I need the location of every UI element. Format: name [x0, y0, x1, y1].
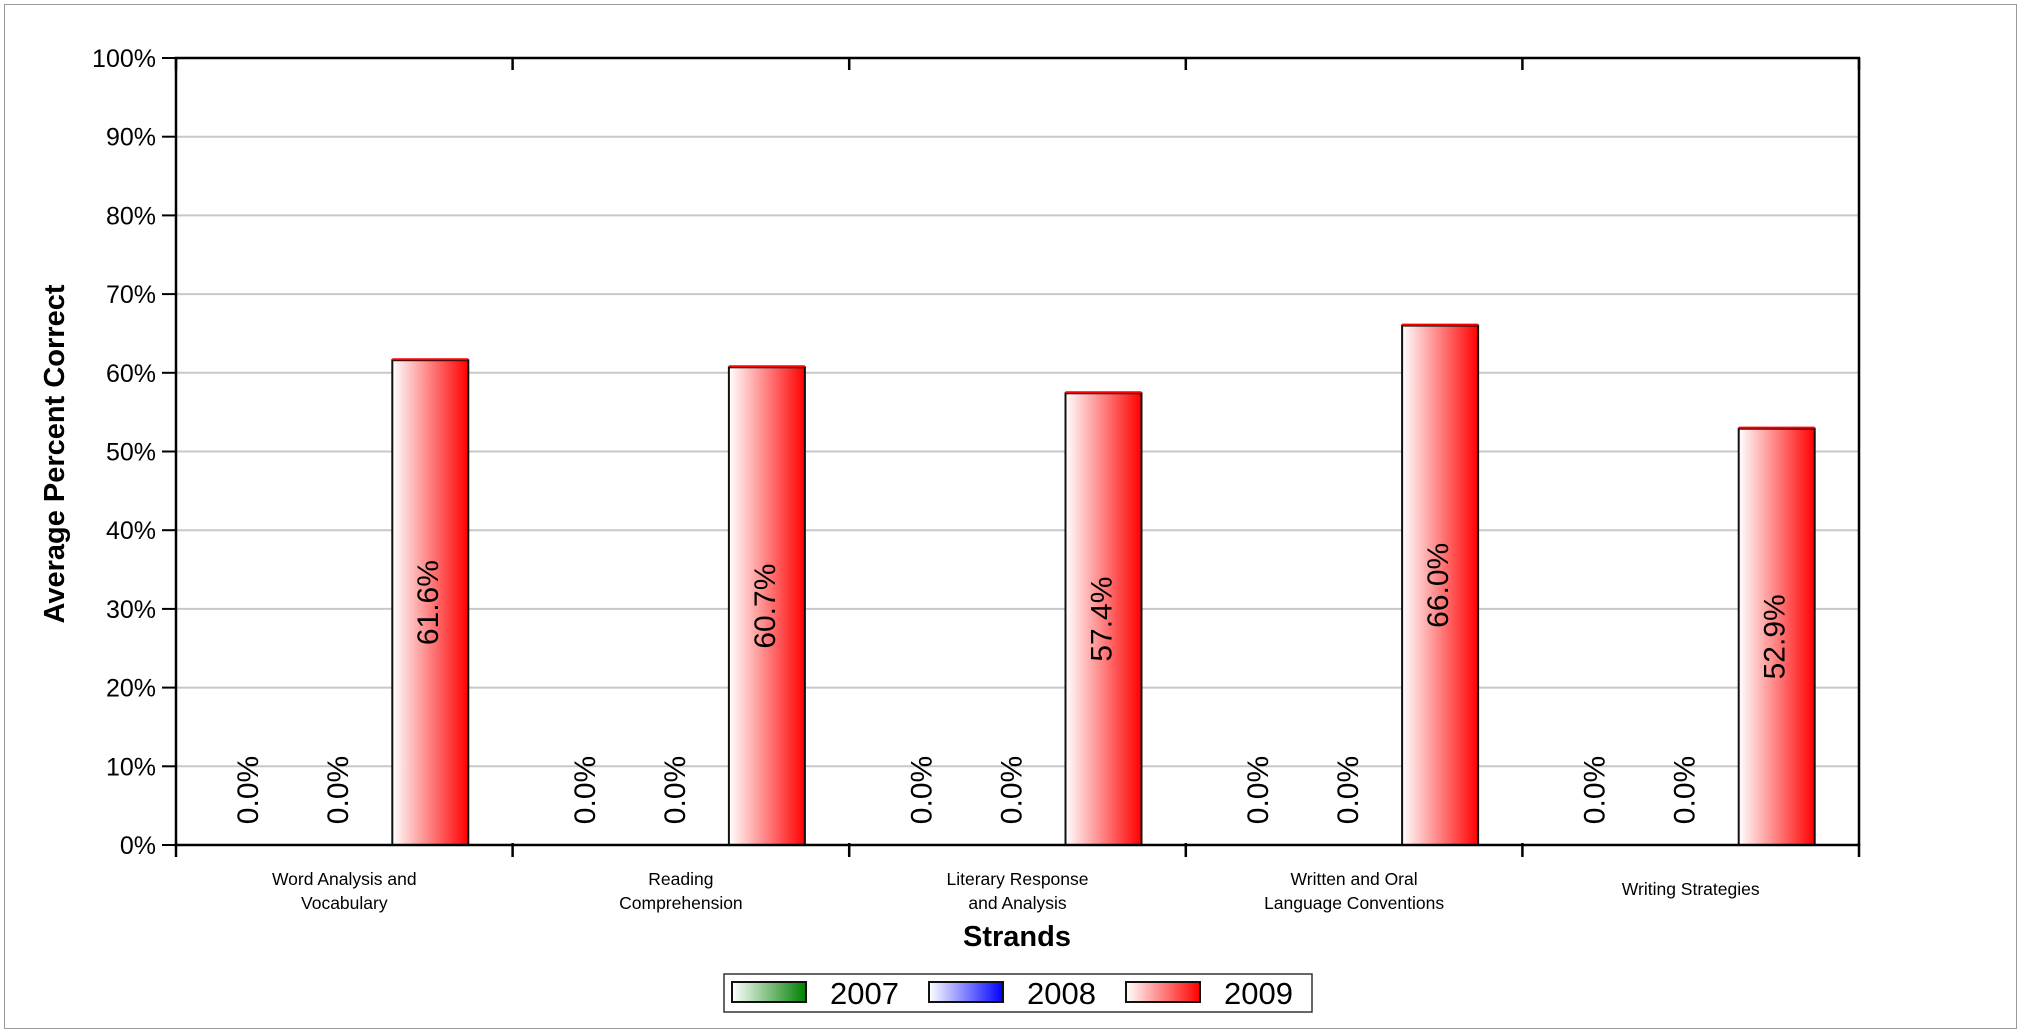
y-tick-label: 0% [120, 832, 156, 860]
data-label: 57.4% [1085, 577, 1118, 662]
y-tick-label: 10% [106, 753, 156, 781]
legend-swatch-2008 [928, 981, 1004, 1003]
legend-label: 2008 [1027, 976, 1096, 1011]
data-label: 0.0% [1669, 756, 1702, 824]
plot-border [174, 56, 1861, 847]
data-label: 0.0% [905, 756, 938, 824]
data-label: 60.7% [749, 564, 782, 649]
y-tick-label: 30% [106, 596, 156, 624]
y-tick-label: 90% [106, 124, 156, 152]
bar-2009 [1401, 324, 1480, 846]
data-label: 0.0% [1242, 756, 1275, 824]
legend-swatch-2007 [731, 981, 807, 1003]
data-label: 0.0% [232, 756, 265, 824]
legend-label: 2009 [1224, 976, 1293, 1011]
legend-swatch-2009 [1125, 981, 1201, 1003]
data-label: 52.9% [1759, 594, 1792, 679]
axes [174, 56, 1861, 847]
y-tick-label: 40% [106, 517, 156, 545]
chart-frame [4, 4, 2017, 1029]
y-tick-label: 20% [106, 675, 156, 703]
y-tick-label: 50% [106, 439, 156, 467]
data-label: 66.0% [1422, 543, 1455, 628]
bar-2009 [1064, 392, 1143, 846]
legend-label: 2007 [830, 976, 899, 1011]
data-label: 0.0% [322, 756, 355, 824]
bars [391, 323, 1816, 846]
x-tick-label: Reading Comprehension [619, 869, 743, 913]
x-axis-ticks: Word Analysis and Vocabulary Reading Compre… [174, 58, 1861, 913]
data-label: 0.0% [995, 756, 1028, 824]
x-axis-title: Strands [963, 921, 1071, 953]
y-tick-label: 100% [92, 45, 156, 73]
data-label: 0.0% [569, 756, 602, 824]
legend: 2007 2008 2009 [723, 973, 1313, 1013]
y-tick-label: 60% [106, 360, 156, 388]
data-label: 0.0% [1332, 756, 1365, 824]
y-tick-label: 70% [106, 281, 156, 309]
x-tick-label: Word Analysis and Vocabulary [272, 869, 417, 913]
bar-2009 [391, 359, 470, 846]
x-tick-label: Writing Strategies [1622, 879, 1760, 899]
y-axis-title: Average Percent Correct [39, 284, 71, 623]
x-tick-label: Written and Oral Language Conventions [1264, 869, 1444, 913]
y-tick-label: 80% [106, 202, 156, 230]
y-axis-ticks: 0% 10% 20% 30% 40% 50% 60% 70% 80% 90% 100% [92, 45, 176, 860]
data-label: 0.0% [659, 756, 692, 824]
data-labels: 0.0% 0.0% 61.6% 0.0% 0.0% 60.7% 0.0% 0.0% 57.4% 0… [232, 543, 1791, 824]
legend-box [723, 973, 1313, 1013]
data-label: 0.0% [1579, 756, 1612, 824]
x-tick-label: Literary Response and Analysis [946, 869, 1088, 913]
data-label: 61.6% [412, 560, 445, 645]
